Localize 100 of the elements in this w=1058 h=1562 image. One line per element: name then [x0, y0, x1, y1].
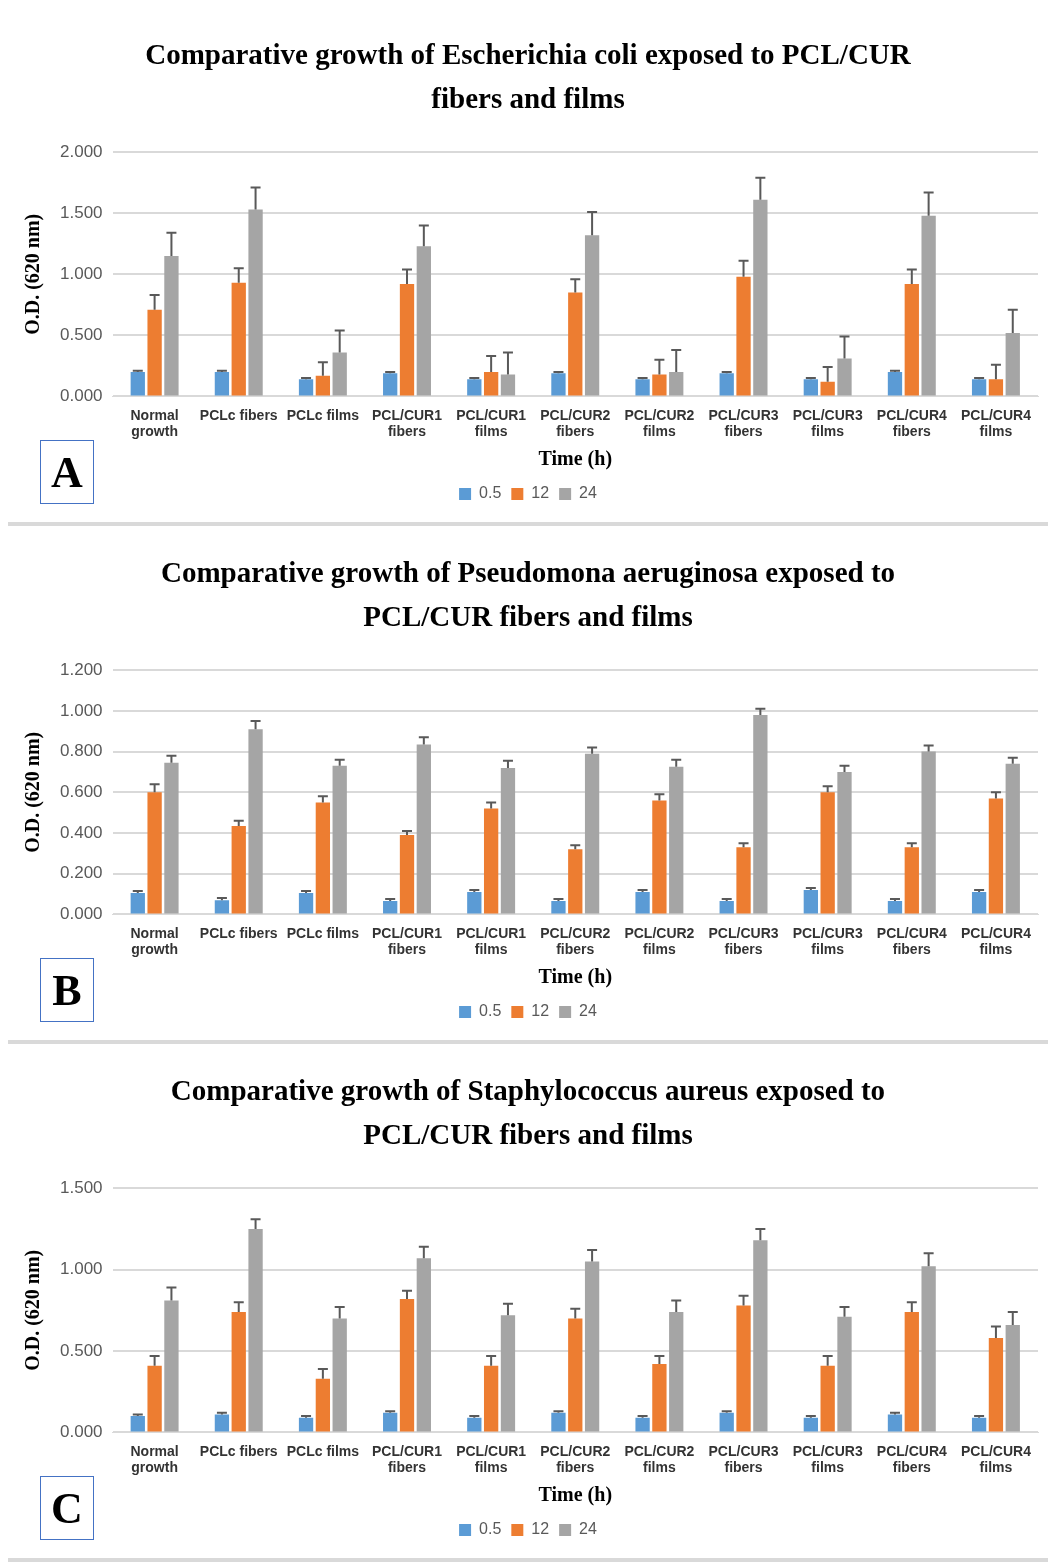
bar [214, 1414, 230, 1432]
bar [584, 753, 600, 914]
x-axis-title: Time (h) [538, 447, 613, 471]
x-tick-label: PCL/CUR2 films [624, 1442, 695, 1476]
bar [988, 1337, 1004, 1432]
bar [500, 767, 516, 914]
bar [820, 1365, 835, 1432]
bar [164, 762, 179, 914]
bar [803, 889, 818, 914]
text: B [40, 958, 94, 1022]
bar [820, 792, 835, 914]
bar [332, 765, 347, 914]
text: C [40, 1476, 94, 1540]
chart-title: Comparative growth of Pseudomona aeruginosa exposed to PCL/CUR fibers and films [159, 555, 897, 634]
x-tick-label: PCL/CUR1 fibers [372, 924, 443, 958]
y-axis-title: O.D. (620 nm) [21, 213, 45, 335]
y-tick-label: 1.000 [59, 263, 103, 283]
x-tick-label: PCL/CUR4 films [960, 1442, 1032, 1476]
bar [164, 255, 179, 396]
bar [635, 892, 650, 914]
bar [652, 374, 667, 396]
y-tick-label: 0.600 [59, 781, 103, 801]
bar [887, 1414, 903, 1432]
y-tick-label: 1.500 [59, 1177, 103, 1197]
y-axis-title: O.D. (620 nm) [21, 731, 45, 853]
y-tick-label: 0.200 [59, 863, 103, 883]
y-tick-label: 0.000 [59, 904, 103, 924]
bar [736, 847, 751, 914]
x-axis-title: Time (h) [538, 1483, 613, 1507]
bar [820, 381, 835, 396]
legend-label: 0.5 [479, 1520, 502, 1538]
bar [753, 199, 768, 396]
bar [500, 1315, 516, 1432]
bar [669, 766, 684, 914]
y-tick-label: 1.200 [59, 659, 103, 679]
bar [332, 1318, 347, 1432]
x-tick-label: PCL/CUR3 films [792, 924, 863, 958]
x-tick-label: PCLc fibers [199, 924, 278, 941]
legend-label: 0.5 [479, 1002, 502, 1020]
bar [315, 375, 331, 396]
x-tick-label: PCL/CUR1 films [456, 1442, 527, 1476]
bar [214, 900, 230, 914]
bar [416, 744, 431, 914]
x-tick-label: PCL/CUR4 films [960, 924, 1032, 958]
bar [130, 893, 145, 914]
x-tick-label: PCL/CUR2 fibers [540, 406, 611, 440]
bar [551, 373, 566, 396]
bar [971, 379, 987, 396]
bar [1005, 763, 1020, 914]
bar [551, 1412, 566, 1432]
bar [988, 379, 1004, 396]
chart-title: Comparative growth of Staphylococcus aureus exposed to PCL/CUR fibers and films [169, 1073, 887, 1152]
bar [399, 284, 415, 396]
bar [904, 1311, 919, 1432]
bar [669, 1311, 684, 1432]
x-tick-label: PCLc films [286, 1442, 360, 1459]
legend-label: 24 [579, 484, 598, 502]
bar [416, 1258, 431, 1432]
bar [214, 371, 230, 396]
legend-label: 12 [531, 484, 550, 502]
x-tick-label: Normal growth [130, 924, 179, 958]
bar [837, 771, 852, 914]
bar [887, 900, 903, 914]
bar [921, 1266, 936, 1432]
bar [837, 1316, 852, 1432]
x-tick-label: PCL/CUR3 fibers [708, 1442, 779, 1476]
bar [584, 235, 600, 396]
legend-label: 24 [579, 1002, 598, 1020]
bar [147, 1365, 162, 1432]
bar [231, 282, 246, 396]
x-tick-label: PCL/CUR1 films [456, 924, 527, 958]
bar [551, 900, 566, 914]
y-tick-label: 0.500 [59, 1340, 103, 1360]
bar [1005, 332, 1020, 396]
x-tick-label: PCL/CUR1 films [456, 406, 527, 440]
bar [483, 808, 499, 914]
x-tick-label: PCLc films [286, 406, 360, 423]
bar [736, 276, 751, 396]
legend-label: 12 [531, 1002, 550, 1020]
bar [921, 751, 936, 914]
y-tick-label: 0.800 [59, 741, 103, 761]
x-tick-label: PCLc films [286, 924, 360, 941]
bar [483, 371, 499, 396]
bar [399, 835, 415, 914]
y-tick-label: 0.500 [59, 325, 103, 345]
legend-label: 12 [531, 1520, 550, 1538]
bar [568, 1318, 583, 1432]
bar [568, 292, 583, 396]
bar [383, 1412, 398, 1432]
bar [248, 209, 263, 396]
bar [467, 379, 482, 396]
x-tick-label: PCL/CUR3 films [792, 1442, 863, 1476]
x-tick-label: PCLc fibers [199, 406, 278, 423]
bar [298, 379, 314, 396]
x-tick-label: PCL/CUR2 fibers [540, 1442, 611, 1476]
y-tick-label: 0.000 [59, 386, 103, 406]
legend-label: 24 [579, 1520, 598, 1538]
legend-label: 0.5 [479, 484, 502, 502]
x-tick-label: Normal growth [130, 1442, 179, 1476]
y-tick-label: 0.400 [59, 822, 103, 842]
